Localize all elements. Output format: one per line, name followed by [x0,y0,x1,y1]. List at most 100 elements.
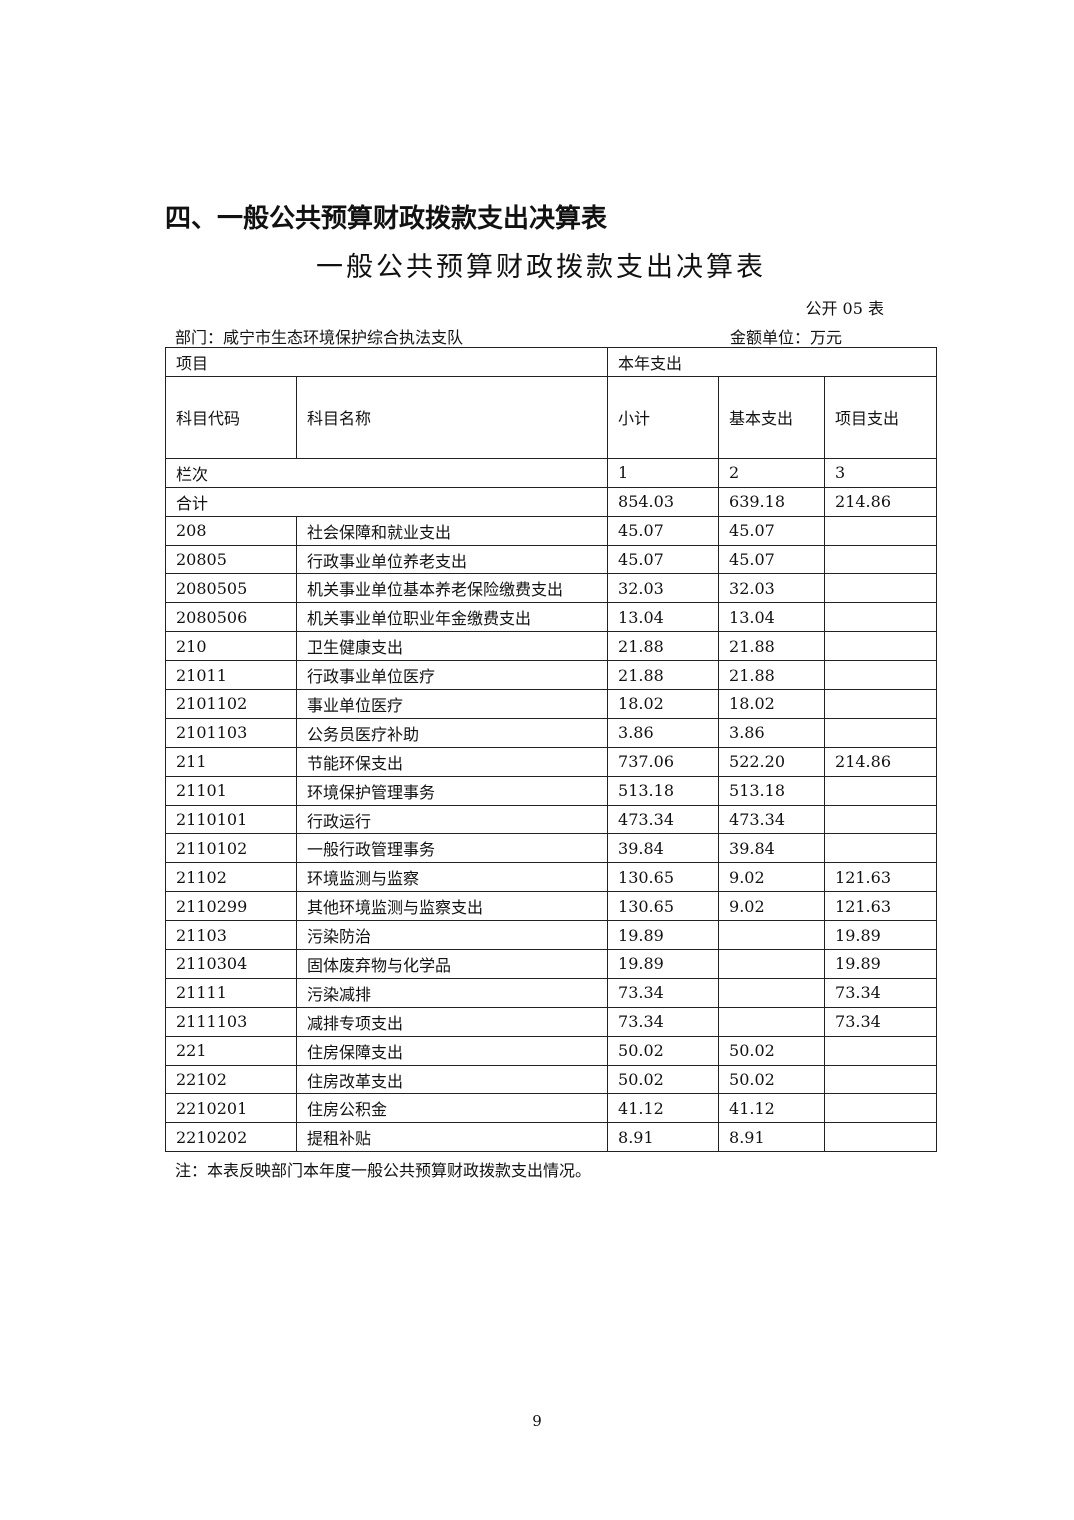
header-item: 项目 [164,347,609,377]
cell-basic: 21.88 [718,631,826,662]
cell-code: 21011 [165,660,297,691]
total-basic: 639.18 [718,486,826,517]
cell-code: 2110299 [165,891,297,922]
cell-name: 事业单位医疗 [295,689,609,719]
cell-basic: 522.20 [718,746,826,777]
cell-subtotal: 45.07 [607,515,720,546]
cell-subtotal: 130.65 [607,862,720,893]
cell-subtotal: 21.88 [607,631,720,662]
cell-basic: 13.04 [718,602,826,633]
cell-name: 公务员医疗补助 [295,717,609,748]
cell-project: 19.89 [824,949,938,979]
table-row: 21011 行政事业单位医疗 21.88 21.88 [165,660,938,691]
cell-code: 21103 [165,920,297,951]
cell-name: 行政事业单位医疗 [295,660,609,691]
table-row: 21102 环境监测与监察 130.65 9.02 121.63 [165,862,938,893]
table-row: 2111103 减排专项支出 73.34 73.34 [165,1006,938,1037]
cell-basic: 9.02 [718,891,826,922]
cell-project [824,833,938,864]
table-row: 2210202 提租补贴 8.91 8.91 [165,1122,938,1153]
table-note: 注：本表反映部门本年度一般公共预算财政拨款支出情况。 [175,1161,592,1180]
table-row: 20805 行政事业单位养老支出 45.07 45.07 [165,544,938,575]
cell-name: 行政事业单位养老支出 [295,544,609,575]
cell-basic: 8.91 [718,1122,826,1153]
column-number-2: 2 [718,457,826,488]
cell-basic: 50.02 [718,1064,826,1095]
cell-basic: 45.07 [718,544,826,575]
cell-subtotal: 8.91 [607,1122,720,1153]
table-row: 2101103 公务员医疗补助 3.86 3.86 [165,717,938,748]
table-row: 2080506 机关事业单位职业年金缴费支出 13.04 13.04 [165,602,938,633]
total-project: 214.86 [824,486,938,517]
header-project: 项目支出 [824,375,938,459]
cell-project: 121.63 [824,862,938,893]
cell-subtotal: 513.18 [607,775,720,806]
cell-subtotal: 39.84 [607,833,720,864]
cell-name: 环境保护管理事务 [295,775,609,806]
expenditure-table: 项目 本年支出 科目代码 科目名称 小计 基本支出 项目支出 栏次 1 2 3 … [164,347,938,1153]
cell-name: 社会保障和就业支出 [295,515,609,546]
cell-subtotal: 32.03 [607,573,720,604]
cell-name: 其他环境监测与监察支出 [295,891,609,922]
cell-subtotal: 73.34 [607,1006,720,1037]
cell-project [824,602,938,633]
cell-subtotal: 473.34 [607,804,720,835]
cell-project [824,573,938,604]
cell-basic: 45.07 [718,515,826,546]
cell-basic: 32.03 [718,573,826,604]
cell-subtotal: 19.89 [607,949,720,979]
cell-subtotal: 73.34 [607,977,720,1008]
cell-project [824,544,938,575]
cell-name: 卫生健康支出 [295,631,609,662]
cell-basic: 3.86 [718,717,826,748]
cell-name: 机关事业单位职业年金缴费支出 [295,602,609,633]
cell-code: 21111 [165,977,297,1008]
table-title: 一般公共预算财政拨款支出决算表 [316,252,766,283]
cell-basic: 21.88 [718,660,826,691]
cell-basic: 9.02 [718,862,826,893]
table-row: 21103 污染防治 19.89 19.89 [165,920,938,951]
cell-name: 一般行政管理事务 [295,833,609,864]
amount-unit: 金额单位：万元 [730,328,843,347]
total-subtotal: 854.03 [607,486,720,517]
cell-name: 固体废弃物与化学品 [295,949,609,979]
cell-basic: 50.02 [718,1035,826,1066]
table-code: 公开 05 表 [805,299,884,318]
cell-name: 节能环保支出 [295,746,609,777]
cell-subtotal: 3.86 [607,717,720,748]
cell-code: 2080506 [165,602,297,633]
cell-name: 减排专项支出 [295,1006,609,1037]
page-number: 9 [532,1412,542,1430]
table-row: 21111 污染减排 73.34 73.34 [165,977,938,1008]
cell-project [824,1122,938,1153]
header-basic: 基本支出 [718,375,826,459]
cell-project [824,515,938,546]
total-label: 合计 [164,486,609,517]
cell-code: 21102 [165,862,297,893]
table-row: 210 卫生健康支出 21.88 21.88 [165,631,938,662]
cell-code: 2111103 [165,1006,297,1037]
cell-project: 121.63 [824,891,938,922]
cell-basic: 39.84 [718,833,826,864]
cell-basic: 513.18 [718,775,826,806]
cell-subtotal: 21.88 [607,660,720,691]
cell-basic [718,1006,826,1037]
cell-subtotal: 41.12 [607,1093,720,1124]
cell-subtotal: 50.02 [607,1035,720,1066]
cell-name: 污染减排 [295,977,609,1008]
cell-subtotal: 737.06 [607,746,720,777]
cell-code: 2110102 [165,833,297,864]
table-row: 208 社会保障和就业支出 45.07 45.07 [165,515,938,546]
table-row: 211 节能环保支出 737.06 522.20 214.86 [165,746,938,777]
cell-basic [718,977,826,1008]
table-row: 21101 环境保护管理事务 513.18 513.18 [165,775,938,806]
cell-project [824,1093,938,1124]
cell-basic: 473.34 [718,804,826,835]
table-row: 2110304 固体废弃物与化学品 19.89 19.89 [165,949,938,979]
section-title: 四、一般公共预算财政拨款支出决算表 [165,204,608,234]
cell-name: 机关事业单位基本养老保险缴费支出 [295,573,609,604]
cell-name: 行政运行 [295,804,609,835]
cell-project: 73.34 [824,1006,938,1037]
cell-name: 住房保障支出 [295,1035,609,1066]
table-row: 2110102 一般行政管理事务 39.84 39.84 [165,833,938,864]
